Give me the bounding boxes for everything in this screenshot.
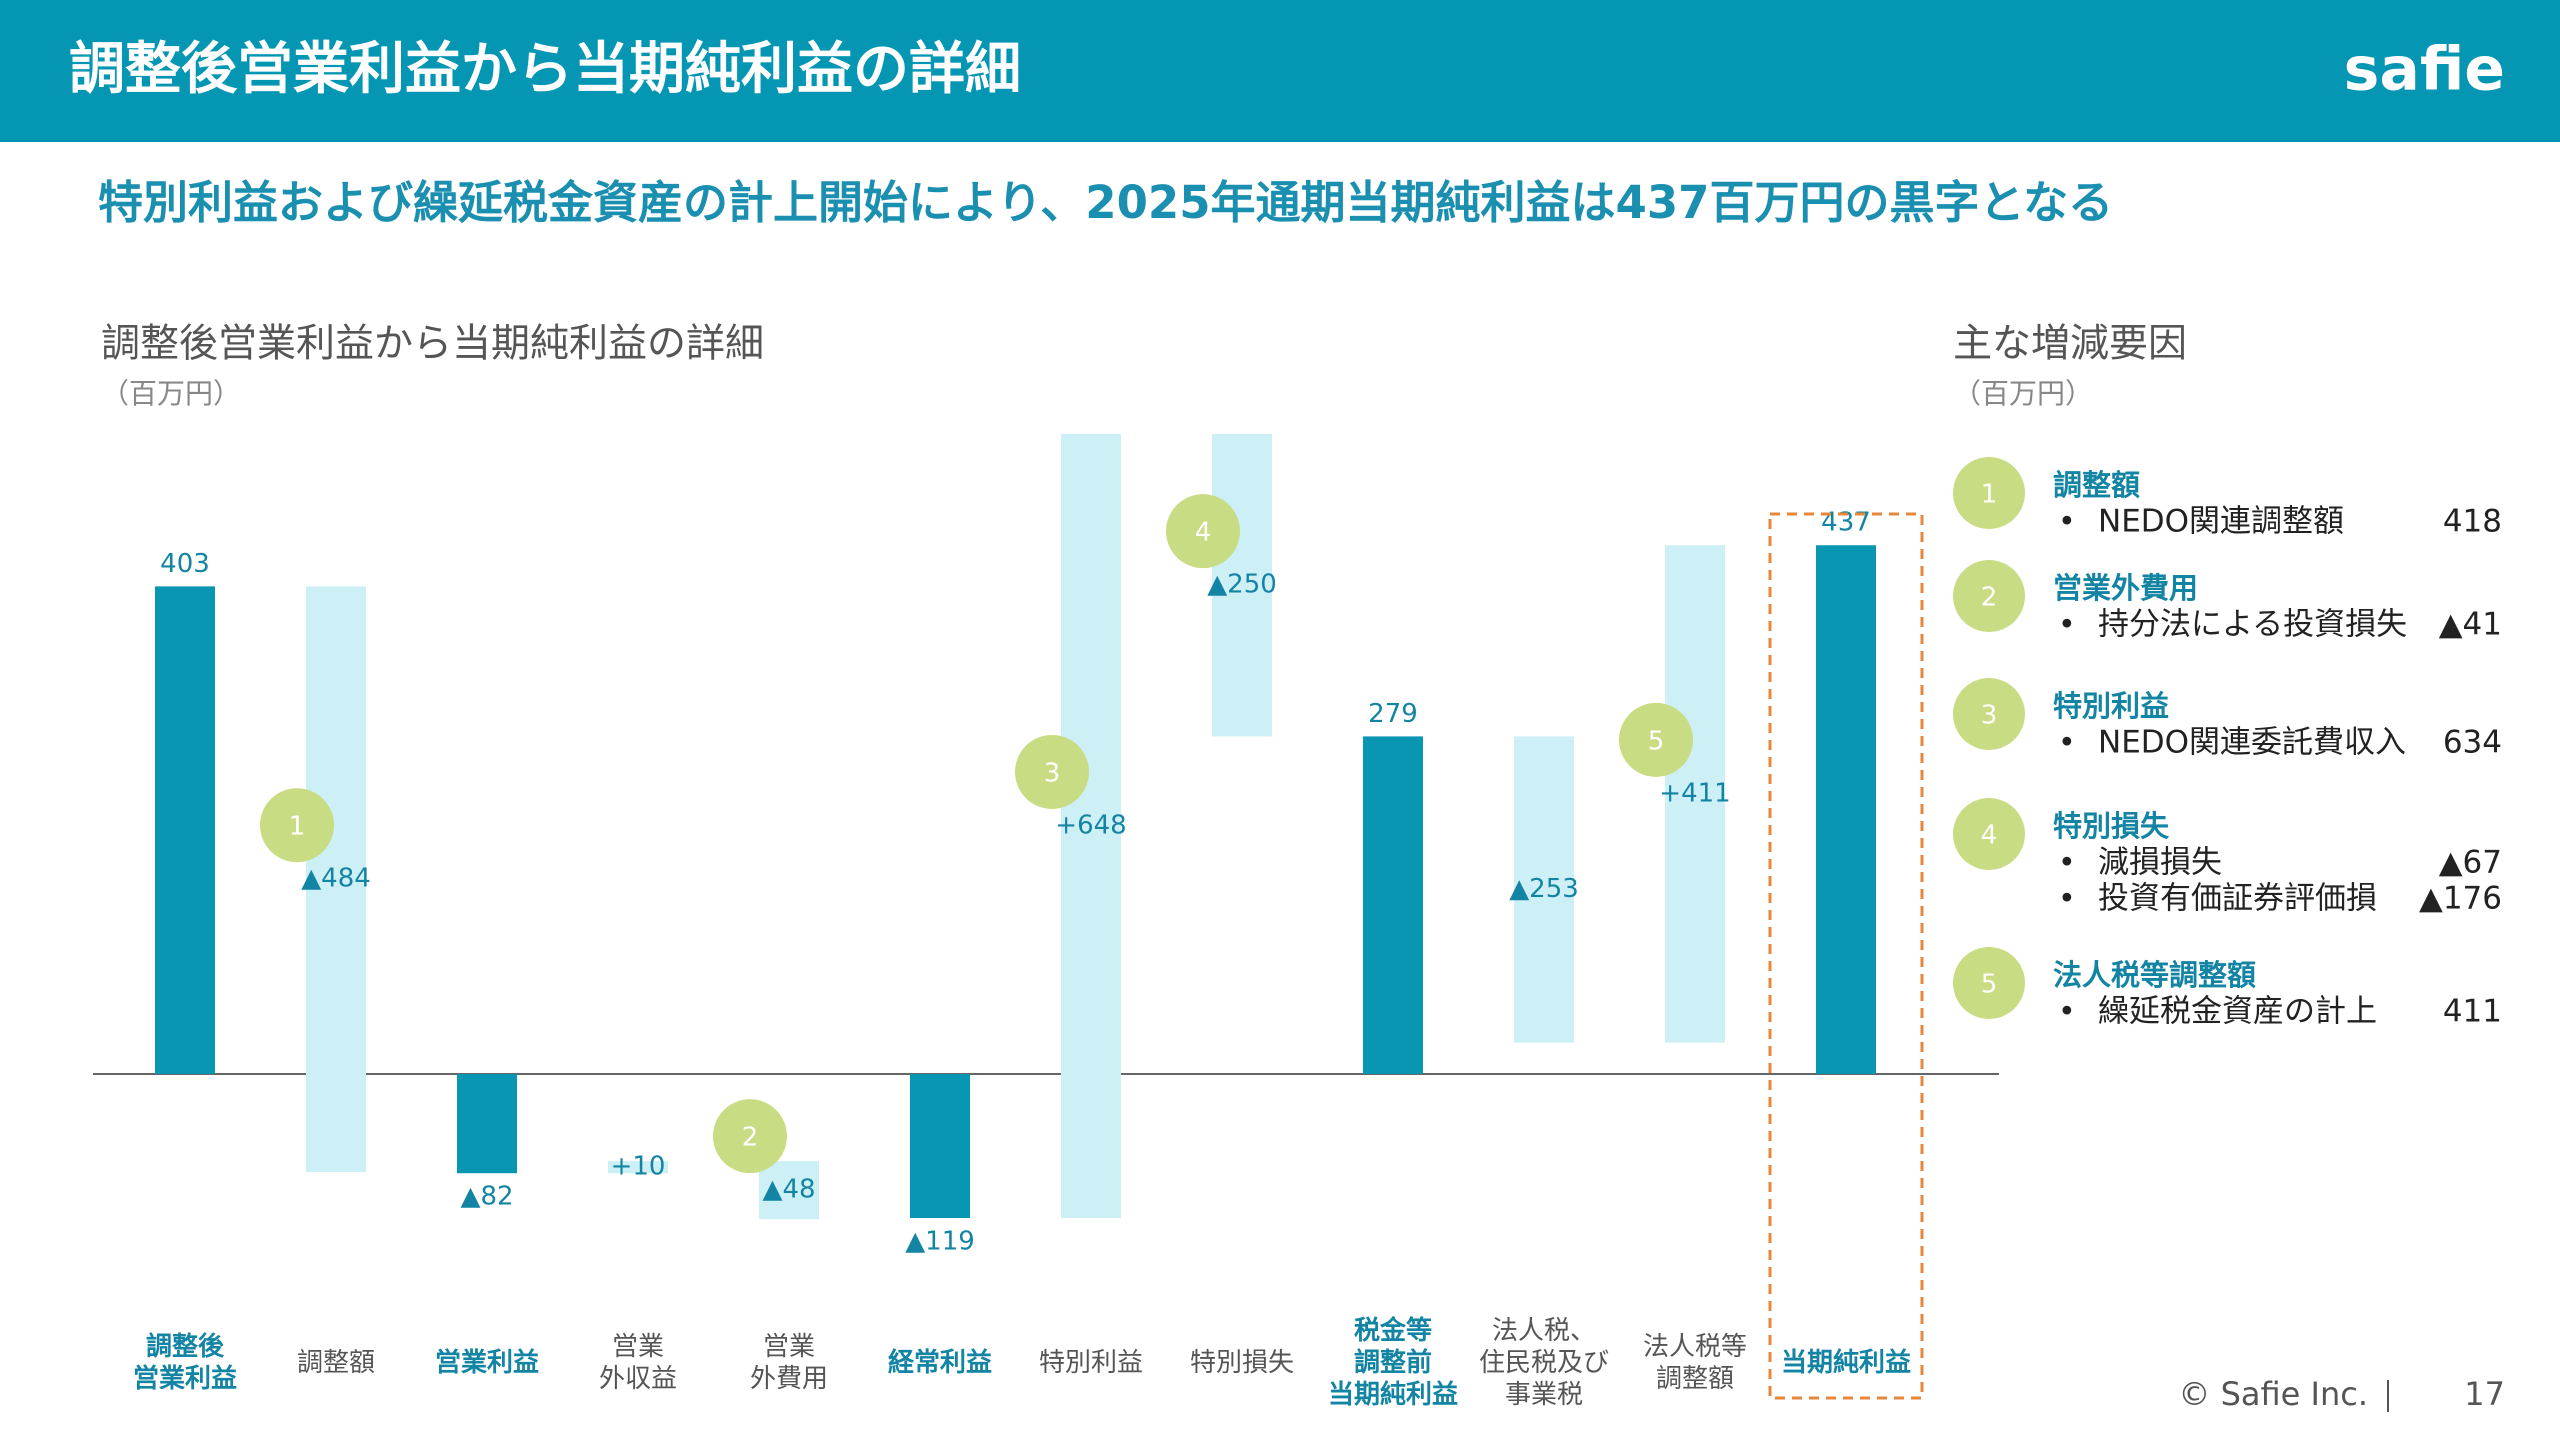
header-band [0, 0, 2560, 142]
total-bar [1363, 736, 1423, 1074]
highlight-box [1768, 512, 1924, 1400]
factor-title: 法人税等調整額 [2053, 958, 2256, 992]
category-label: 経常利益 [887, 1348, 992, 1378]
factor-value: 418 [2443, 504, 2502, 540]
marker-label: 2 [742, 1123, 759, 1153]
category-label: 当期純利益 [1780, 1348, 1911, 1378]
value-label: ▲82 [460, 1182, 513, 1212]
category-label: 特別利益 [1038, 1348, 1143, 1378]
marker [1166, 494, 1240, 569]
delta-bar [1061, 433, 1121, 1218]
factor-number: 3 [1981, 701, 1998, 731]
category-label: 税金等 調整前 当期純利益 [1327, 1316, 1458, 1410]
factors-unit: （百万円） [1953, 377, 2093, 410]
factor-marker [1953, 457, 2025, 529]
bullet: • [2058, 505, 2076, 540]
factor-title: 特別利益 [2053, 689, 2169, 723]
factor-value: ▲67 [2439, 845, 2502, 881]
page-number: 17 [2464, 1375, 2505, 1413]
factor-title: 営業外費用 [2053, 571, 2198, 605]
value-label: ▲48 [762, 1175, 815, 1205]
bullet: • [2058, 846, 2076, 881]
marker [260, 788, 334, 863]
headline: 特別利益および繰延税金資産の計上開始により、2025年通期当期純利益は437百万… [98, 176, 2113, 229]
factor-value: 634 [2443, 725, 2502, 761]
chart-title: 調整後営業利益から当期純利益の詳細 [101, 322, 764, 367]
factor-text: 投資有価証券評価損 [2098, 881, 2377, 917]
header-title: 調整後営業利益から当期純利益の詳細 [69, 37, 1021, 102]
total-bar [1816, 545, 1876, 1074]
marker [1015, 734, 1089, 809]
delta-bar [1665, 545, 1725, 1043]
category-label: 法人税等 調整額 [1642, 1332, 1747, 1394]
factor-number: 1 [1981, 480, 1998, 510]
value-label: 403 [160, 549, 210, 579]
factor-text: NEDO関連調整額 [2098, 504, 2344, 540]
value-label: +10 [611, 1152, 666, 1182]
factor-marker [1953, 798, 2025, 870]
total-bar [457, 1074, 517, 1174]
value-label: 437 [1821, 508, 1871, 538]
factor-text: 減損損失 [2098, 845, 2222, 881]
factor-title: 特別損失 [2053, 809, 2170, 843]
marker-label: 4 [1195, 518, 1212, 548]
copyright: © Safie Inc. [2178, 1375, 2368, 1413]
value-label: ▲250 [1207, 570, 1277, 600]
bullet: • [2058, 608, 2076, 643]
chart-unit: （百万円） [101, 377, 241, 410]
factor-number: 2 [1981, 583, 1998, 613]
value-label: ▲484 [301, 864, 371, 894]
value-label: ▲119 [905, 1226, 975, 1256]
factors-title: 主な増減要因 [1953, 322, 2187, 367]
value-label: +411 [1659, 778, 1730, 808]
factor-title: 調整額 [2053, 468, 2140, 502]
marker-label: 1 [289, 812, 306, 842]
delta-bar [1514, 736, 1574, 1043]
bullet: • [2058, 726, 2076, 761]
delta-bar [759, 1161, 819, 1220]
category-label: 調整後 営業利益 [132, 1332, 237, 1394]
factor-value: ▲41 [2439, 607, 2502, 643]
value-label: +648 [1055, 810, 1126, 840]
factor-text: 繰延税金資産の計上 [2098, 994, 2377, 1030]
factor-marker [1953, 947, 2025, 1019]
value-label: ▲253 [1509, 874, 1579, 904]
category-label: 調整額 [296, 1348, 375, 1378]
total-bar [155, 586, 215, 1074]
category-label: 営業利益 [434, 1348, 539, 1378]
category-label: 営業 外収益 [598, 1332, 677, 1394]
factor-marker [1953, 678, 2025, 750]
delta-bar [1212, 433, 1272, 737]
factor-text: 持分法による投資損失 [2098, 607, 2407, 643]
factor-value: 411 [2443, 994, 2502, 1030]
factor-text: NEDO関連委託費収入 [2098, 725, 2406, 761]
category-label: 営業 外費用 [749, 1332, 828, 1394]
category-label: 法人税、 住民税及び 事業税 [1478, 1316, 1609, 1410]
bullet: • [2058, 995, 2076, 1030]
value-label: 279 [1368, 699, 1418, 729]
bullet: • [2058, 882, 2076, 917]
total-bar [910, 1074, 970, 1218]
marker-label: 3 [1044, 758, 1061, 788]
marker [1619, 702, 1693, 777]
factor-number: 5 [1981, 970, 1998, 1000]
delta-bar [608, 1161, 668, 1174]
delta-bar [306, 586, 366, 1173]
category-label: 特別損失 [1189, 1348, 1294, 1378]
factor-marker [1953, 560, 2025, 632]
factor-value: ▲176 [2419, 881, 2502, 917]
marker [713, 1099, 787, 1174]
logo: safie [2344, 35, 2505, 105]
factor-number: 4 [1981, 821, 1998, 851]
marker-label: 5 [1648, 726, 1665, 756]
